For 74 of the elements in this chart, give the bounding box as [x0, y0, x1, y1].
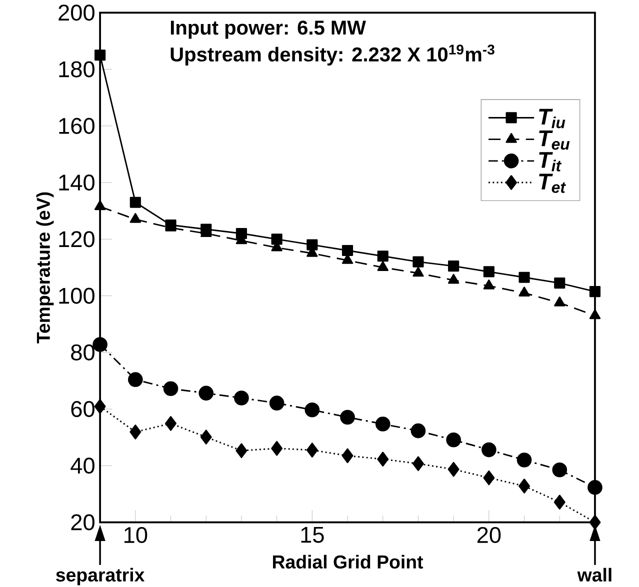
- point: [412, 266, 424, 277]
- point: [552, 462, 568, 478]
- legend-label: T$_{iu}$: [539, 108, 566, 128]
- point: [554, 278, 566, 289]
- point: [130, 196, 141, 208]
- point: [342, 244, 354, 256]
- point: [130, 424, 142, 440]
- point: [375, 416, 390, 432]
- point: [377, 250, 388, 262]
- point: [446, 432, 461, 448]
- point: [589, 309, 601, 320]
- point: [518, 286, 530, 297]
- x-tick-label: 10: [124, 526, 148, 544]
- legend-label: T$_{et}$: [539, 174, 566, 193]
- x-tick-label: 20: [477, 526, 501, 544]
- y-tick-label: 160: [59, 118, 94, 134]
- point: [342, 448, 354, 464]
- point: [163, 381, 178, 396]
- y-tick-label: 60: [71, 401, 94, 418]
- point: [412, 456, 424, 472]
- point: [516, 452, 532, 468]
- point: [198, 386, 214, 401]
- point: [165, 416, 176, 431]
- point: [554, 296, 566, 306]
- point: [377, 452, 389, 467]
- point: [271, 234, 282, 245]
- point: [518, 478, 530, 494]
- y-tick-label: 140: [59, 174, 94, 191]
- point: [94, 50, 106, 61]
- point: [448, 260, 460, 272]
- point: [306, 442, 318, 458]
- point: [410, 423, 426, 438]
- x-axis-title: Radial Grid Point: [273, 554, 424, 569]
- y-tick-label: 180: [59, 61, 94, 78]
- point: [483, 280, 495, 290]
- point: [92, 337, 108, 352]
- point: [483, 266, 494, 278]
- legend-label: T$_{eu}$: [539, 130, 570, 150]
- point: [234, 390, 249, 406]
- y-tick-label: 40: [70, 458, 94, 474]
- point: [377, 261, 388, 272]
- point: [200, 430, 212, 444]
- text: separatrix: [56, 568, 145, 586]
- point: [128, 372, 143, 388]
- point: [340, 410, 355, 425]
- legend-label: T$_{it}$: [539, 152, 562, 172]
- point: [482, 442, 496, 458]
- x-tick-label: 15: [301, 526, 324, 543]
- point: [518, 272, 530, 283]
- point: [269, 396, 284, 411]
- point: [94, 200, 106, 210]
- point: [412, 256, 424, 268]
- point: [130, 213, 141, 223]
- point: [271, 440, 283, 456]
- y-tick-label: 100: [59, 288, 94, 304]
- y-axis-title: Temperature (eV): [36, 192, 54, 344]
- point: [448, 274, 460, 284]
- annotation: Input power: 6.5 MW: [170, 20, 366, 39]
- point: [236, 443, 248, 458]
- y-tick-label: 20: [71, 514, 94, 530]
- point: [94, 399, 106, 414]
- y-tick-label: 120: [59, 231, 94, 248]
- text: wall: [577, 568, 612, 582]
- point: [306, 239, 318, 250]
- point: [554, 494, 566, 510]
- annotation: Upstream density: 2.232 X 10$^{19}$m$^{-3}$: [170, 44, 494, 66]
- point: [588, 480, 602, 495]
- y-tick-label: 80: [71, 344, 94, 360]
- point: [304, 402, 320, 418]
- y-tick-label: 200: [58, 4, 94, 21]
- point: [483, 470, 495, 486]
- point: [589, 514, 601, 530]
- point: [589, 286, 601, 298]
- point: [448, 462, 460, 477]
